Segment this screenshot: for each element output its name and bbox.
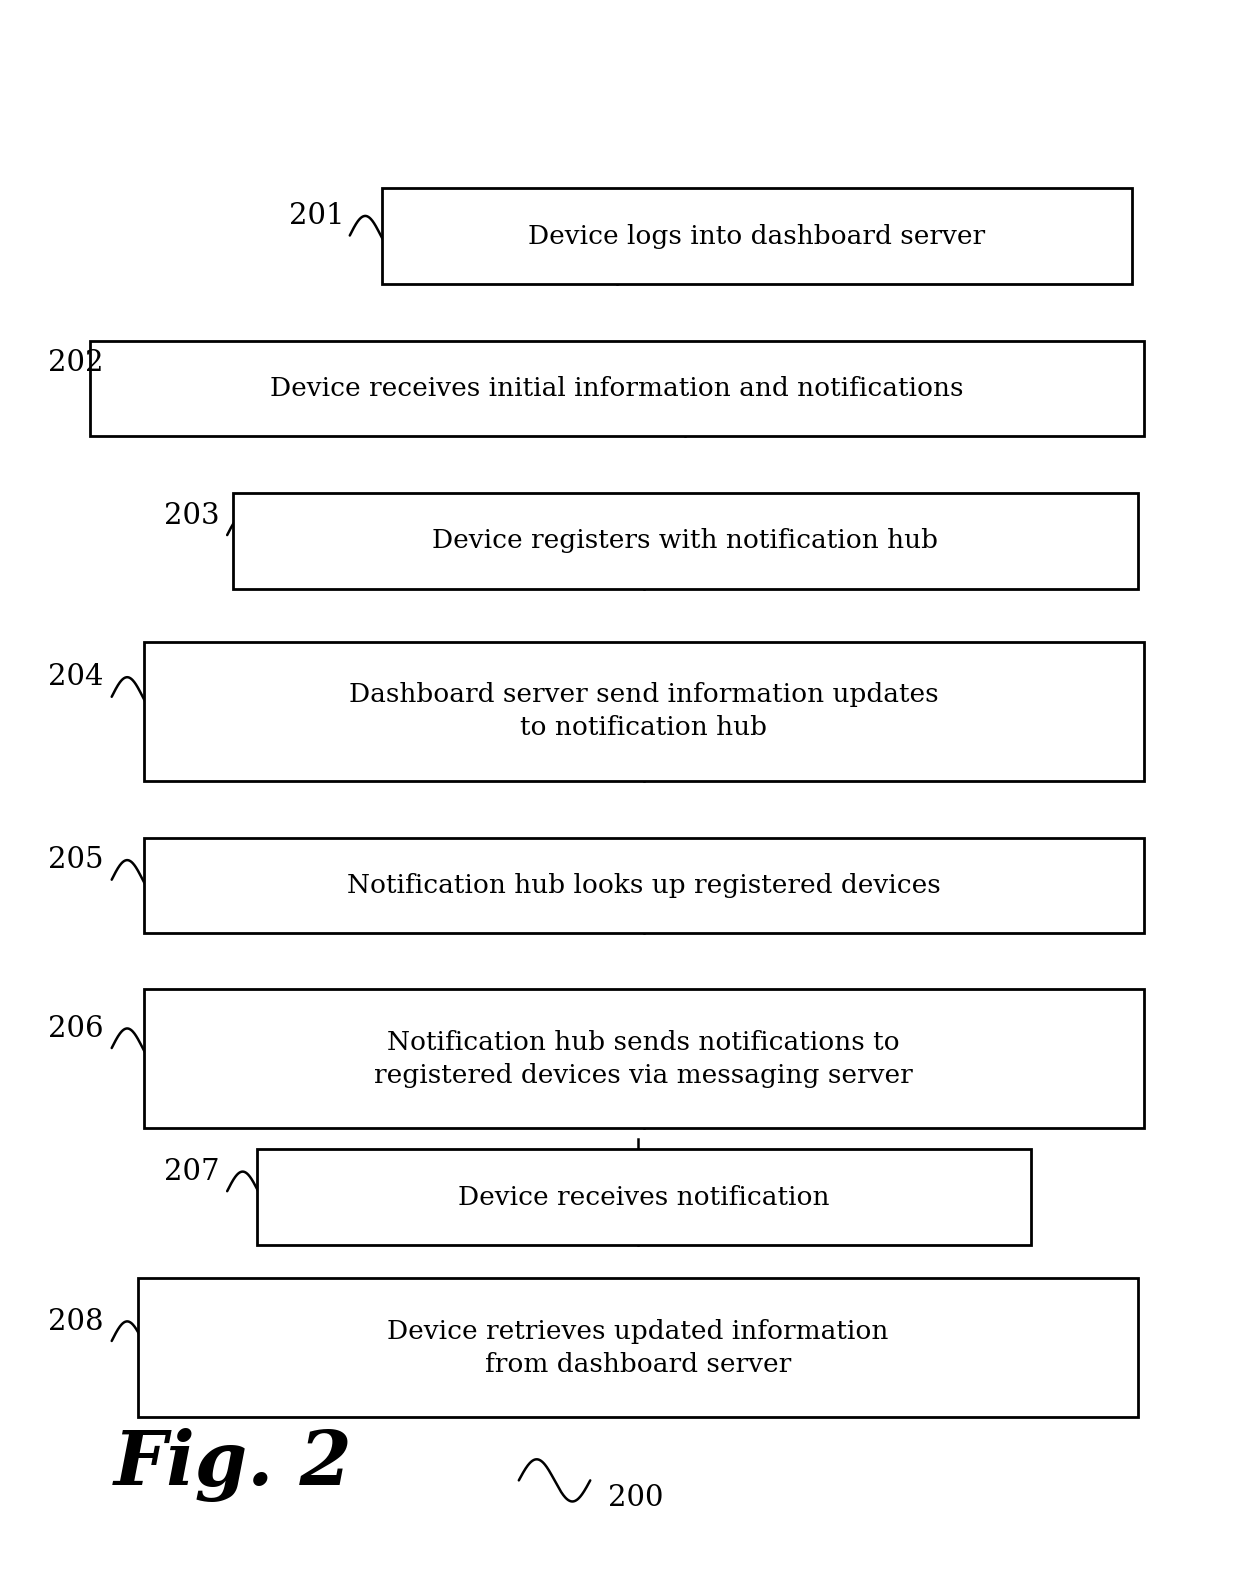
Text: Notification hub looks up registered devices: Notification hub looks up registered dev… [347, 872, 941, 897]
Text: 200: 200 [608, 1484, 663, 1513]
Text: 207: 207 [164, 1158, 219, 1186]
Text: Device receives initial information and notifications: Device receives initial information and … [270, 377, 963, 402]
Text: 206: 206 [48, 1015, 104, 1043]
FancyBboxPatch shape [144, 988, 1143, 1128]
FancyBboxPatch shape [138, 1277, 1138, 1417]
Text: Notification hub sends notifications to
registered devices via messaging server: Notification hub sends notifications to … [374, 1029, 913, 1087]
Text: 203: 203 [164, 502, 219, 530]
Text: 208: 208 [48, 1307, 104, 1335]
Text: 204: 204 [48, 664, 104, 692]
FancyBboxPatch shape [144, 642, 1143, 781]
Text: Device receives notification: Device receives notification [458, 1185, 830, 1210]
Text: Device registers with notification hub: Device registers with notification hub [433, 529, 939, 554]
Text: Device logs into dashboard server: Device logs into dashboard server [528, 224, 986, 248]
FancyBboxPatch shape [91, 340, 1143, 436]
FancyBboxPatch shape [144, 838, 1143, 934]
Text: 201: 201 [289, 202, 345, 231]
Text: Device retrieves updated information
from dashboard server: Device retrieves updated information fro… [387, 1318, 889, 1376]
Text: Fig. 2: Fig. 2 [114, 1428, 352, 1503]
Text: 202: 202 [48, 350, 104, 378]
FancyBboxPatch shape [382, 188, 1132, 284]
Text: 205: 205 [48, 846, 104, 874]
FancyBboxPatch shape [233, 493, 1138, 588]
FancyBboxPatch shape [257, 1150, 1030, 1244]
Text: Dashboard server send information updates
to notification hub: Dashboard server send information update… [348, 683, 939, 741]
